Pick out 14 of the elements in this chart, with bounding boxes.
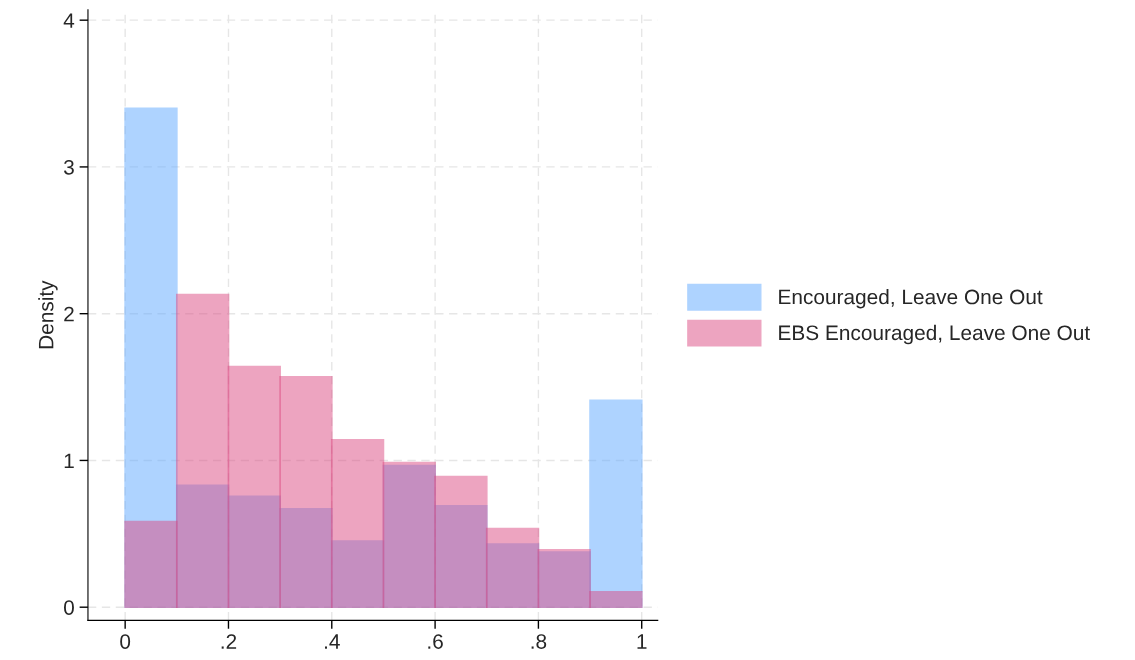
x-tick-label: .2 bbox=[221, 634, 237, 649]
legend-label: Encouraged, Leave One Out bbox=[779, 289, 1043, 309]
x-tick-label: .6 bbox=[428, 634, 443, 649]
x-tick-label: 1 bbox=[637, 634, 647, 649]
y-tick-label: 0 bbox=[64, 600, 74, 615]
x-tick-label: .4 bbox=[325, 634, 340, 649]
y-tick-label: 4 bbox=[63, 13, 75, 28]
y-axis-title: Density bbox=[38, 280, 58, 349]
y-tick-label: 2 bbox=[64, 306, 74, 322]
y-tick-label: 3 bbox=[63, 159, 74, 175]
x-tick-label: .8 bbox=[531, 634, 547, 649]
legend-label: EBS Encouraged, Leave One Out bbox=[779, 324, 1091, 345]
x-tick-label: 0 bbox=[120, 634, 131, 649]
y-tick-label: 1 bbox=[64, 453, 74, 468]
